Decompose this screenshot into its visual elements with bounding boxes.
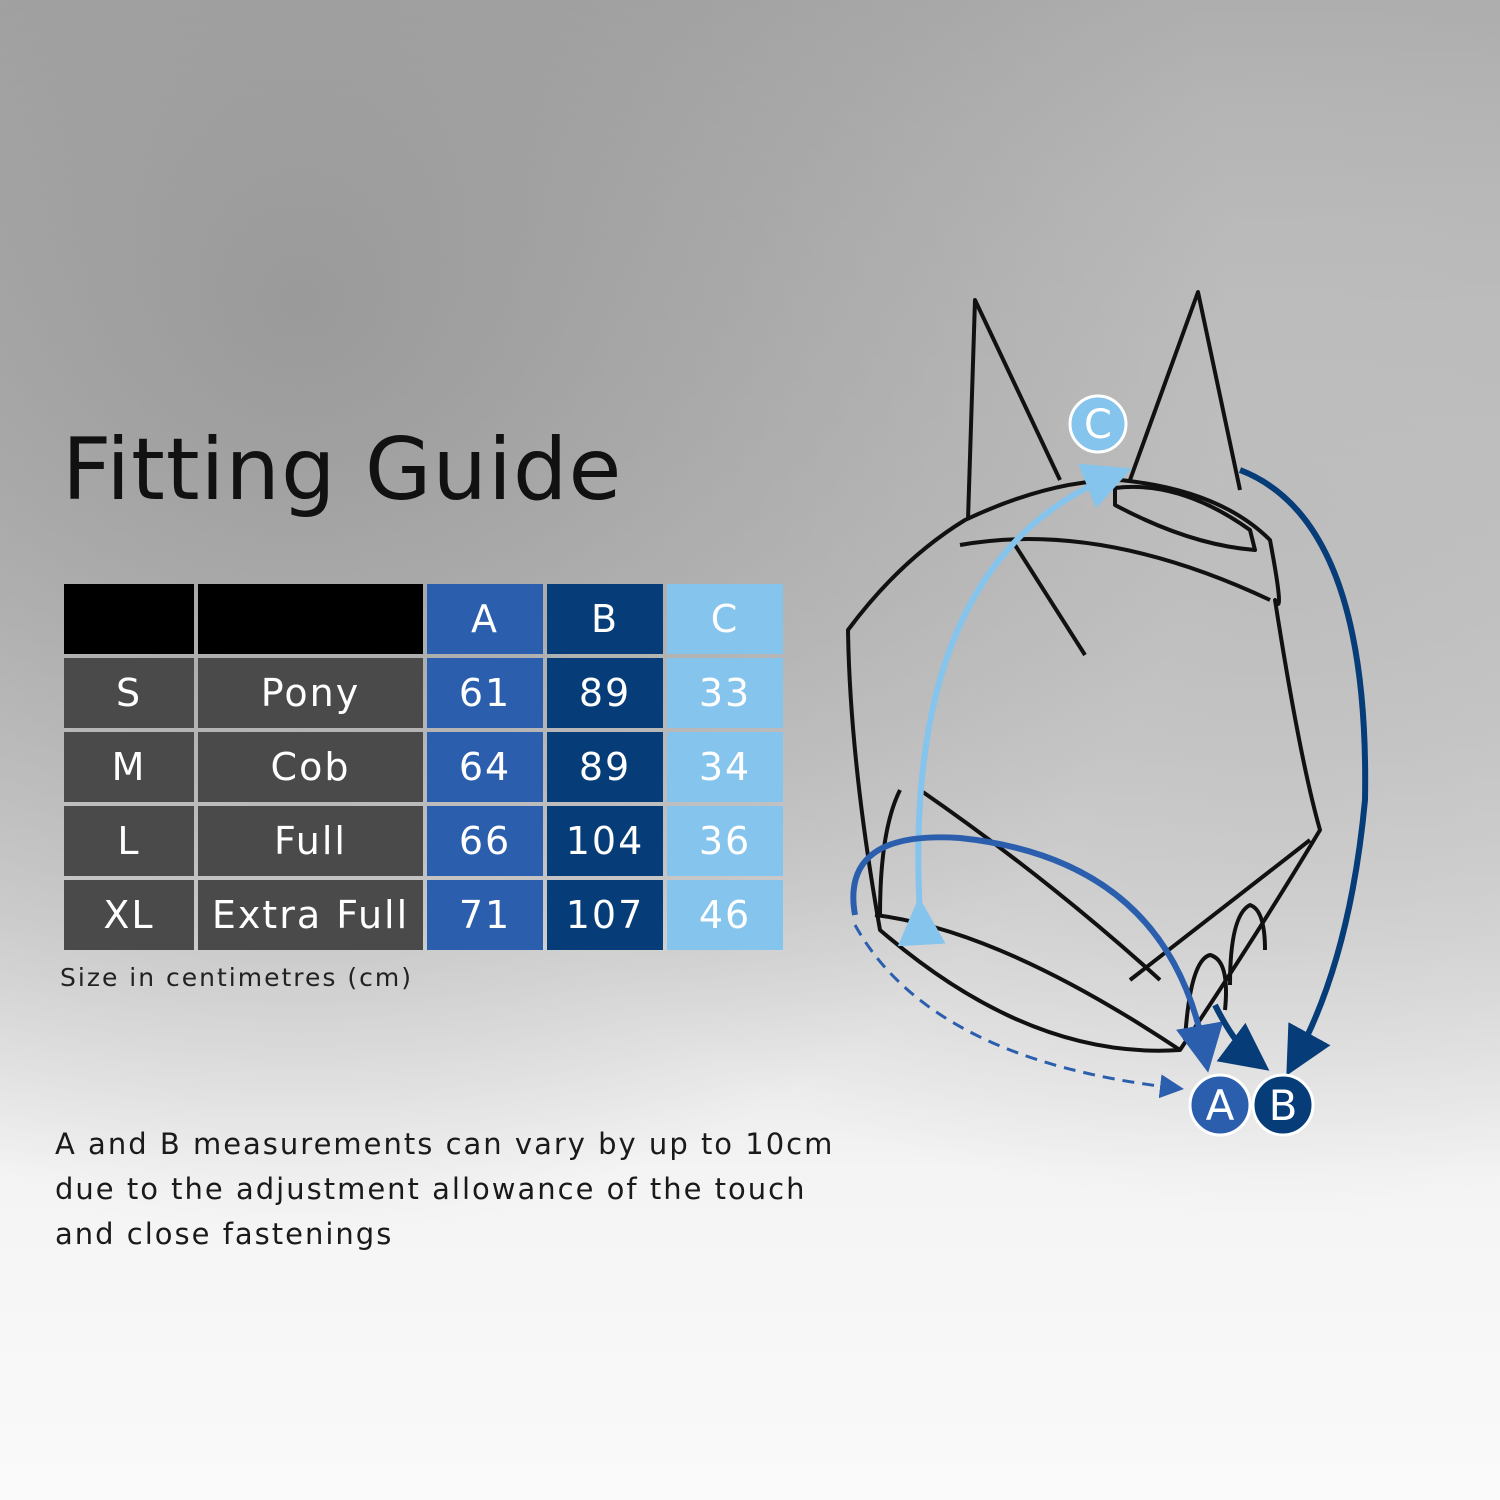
header-a: A [427, 584, 543, 654]
table-header-row: A B C [64, 584, 783, 654]
measure-a-arrow [850, 834, 1224, 1073]
label-a: A [1206, 1081, 1235, 1130]
label-b: B [1269, 1081, 1298, 1130]
page-title: Fitting Guide [62, 420, 623, 520]
cell-type: Full [198, 806, 423, 876]
cell-b: 89 [547, 732, 663, 802]
measure-a-dashed [853, 924, 1184, 1099]
measure-b-arrow [1238, 467, 1369, 1076]
cell-size: M [64, 732, 194, 802]
cell-b: 89 [547, 658, 663, 728]
unit-note: Size in centimetres (cm) [60, 963, 413, 992]
label-b-badge: B [1251, 1073, 1315, 1137]
label-c-badge: C [1068, 394, 1128, 454]
table-row: L Full 66 104 36 [64, 806, 783, 876]
header-type [198, 584, 423, 654]
header-b: B [547, 584, 663, 654]
cell-c: 34 [667, 732, 783, 802]
cell-c: 46 [667, 880, 783, 950]
cell-size: S [64, 658, 194, 728]
cell-type: Pony [198, 658, 423, 728]
cell-c: 36 [667, 806, 783, 876]
cell-a: 66 [427, 806, 543, 876]
cell-b: 104 [547, 806, 663, 876]
measure-c-arrow [897, 463, 1132, 947]
header-c: C [667, 584, 783, 654]
cell-a: 71 [427, 880, 543, 950]
size-table: A B C S Pony 61 89 33 M Cob 64 89 34 L F… [60, 580, 787, 954]
table-row: M Cob 64 89 34 [64, 732, 783, 802]
disclaimer-text: A and B measurements can vary by up to 1… [55, 1127, 835, 1251]
table-row: XL Extra Full 71 107 46 [64, 880, 783, 950]
cell-b: 107 [547, 880, 663, 950]
cell-size: L [64, 806, 194, 876]
label-c: C [1084, 402, 1112, 448]
measure-b-arrow-2 [1212, 1003, 1270, 1071]
header-size [64, 584, 194, 654]
cell-a: 64 [427, 732, 543, 802]
cell-c: 33 [667, 658, 783, 728]
cell-size: XL [64, 880, 194, 950]
label-a-badge: A [1188, 1073, 1252, 1137]
cell-a: 61 [427, 658, 543, 728]
cell-type: Extra Full [198, 880, 423, 950]
table-row: S Pony 61 89 33 [64, 658, 783, 728]
cell-type: Cob [198, 732, 423, 802]
